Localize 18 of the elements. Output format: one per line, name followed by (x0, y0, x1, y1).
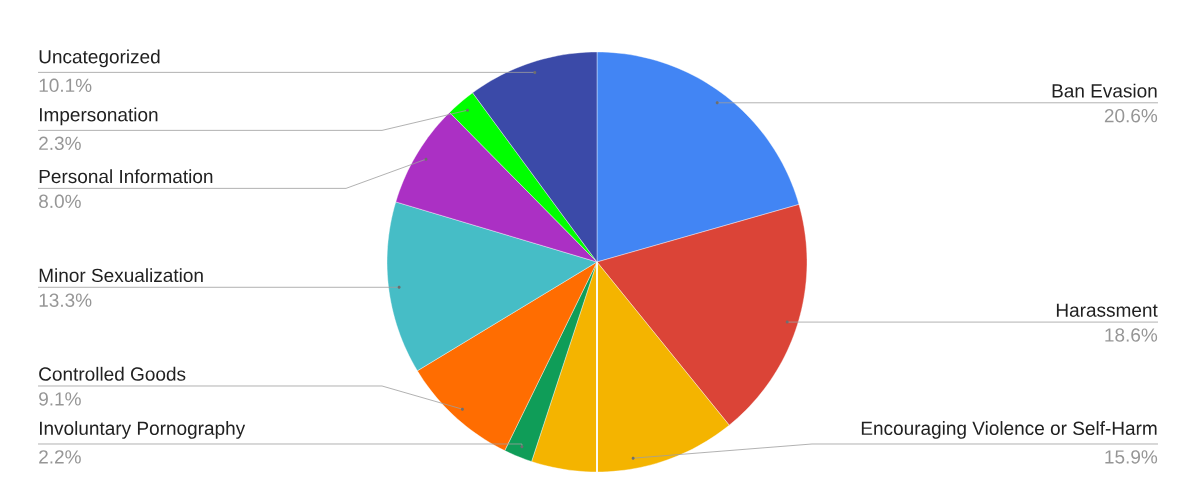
slice-label: Harassment (1056, 303, 1158, 317)
data-label: 13.3% (39, 293, 92, 307)
data-label: 9.1% (39, 392, 81, 406)
data-label: 10.1% (39, 78, 92, 93)
data-label: 8.0% (39, 194, 81, 209)
slice-label: Minor Sexualization (39, 268, 203, 283)
data-label: 2.2% (39, 450, 81, 464)
data-label: 18.6% (1105, 328, 1158, 342)
slice-label: Encouraging Violence or Self-Harm (861, 421, 1157, 439)
slice-label: Involuntary Pornography (39, 421, 246, 439)
slice-label: Personal Information (39, 169, 213, 184)
slice-label: Impersonation (39, 107, 158, 126)
data-label: 15.9% (1105, 450, 1158, 464)
slice-label: Uncategorized (39, 49, 160, 68)
data-label: 2.3% (39, 136, 81, 151)
slice-label: Ban Evasion (1052, 83, 1157, 98)
data-label: 20.6% (1104, 108, 1158, 123)
slice-label: Controlled Goods (39, 366, 186, 381)
